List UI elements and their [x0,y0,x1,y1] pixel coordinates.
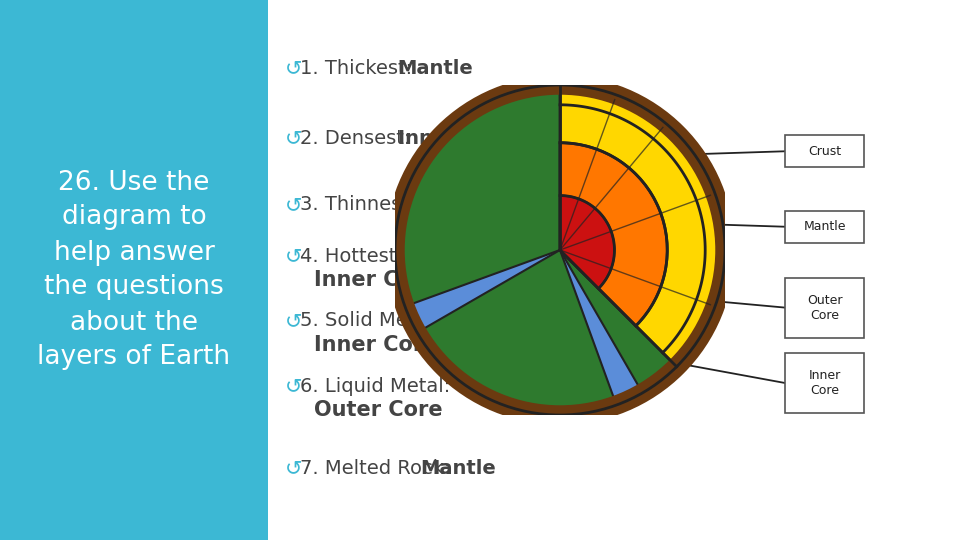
Text: ↺: ↺ [285,458,302,478]
Text: ↺: ↺ [285,195,302,215]
Text: 3. Thinnest:: 3. Thinnest: [300,195,428,214]
Text: Crust: Crust [808,145,841,158]
Text: Inner Core: Inner Core [314,335,438,355]
Polygon shape [0,0,268,540]
Text: ↺: ↺ [285,246,302,266]
Text: 5. Solid Metal Bal: 5. Solid Metal Bal [300,312,469,330]
Wedge shape [421,250,614,410]
FancyBboxPatch shape [785,278,864,338]
Text: Inner
Core: Inner Core [808,369,841,397]
Circle shape [395,85,725,415]
Text: Outer
Core: Outer Core [807,294,843,322]
Text: 2. Densest:: 2. Densest: [300,129,422,147]
Text: ↺: ↺ [285,311,302,331]
Text: ↺: ↺ [285,58,302,78]
FancyBboxPatch shape [785,353,864,414]
Text: Mantle: Mantle [804,220,846,233]
Text: 26. Use the
diagram to
help answer
the questions
about the
layers of Earth: 26. Use the diagram to help answer the q… [37,170,230,370]
Text: 6. Liquid Metal:: 6. Liquid Metal: [300,376,450,395]
Text: Inner core: Inner core [397,129,511,147]
FancyBboxPatch shape [785,135,864,167]
Wedge shape [560,143,667,326]
Text: Mantle: Mantle [397,58,473,78]
Text: Inner Core: Inner Core [314,270,438,290]
Text: ↺: ↺ [285,128,302,148]
Text: Crus: Crus [405,195,454,214]
Text: Mantle: Mantle [420,458,495,477]
Text: ↺: ↺ [285,376,302,396]
Wedge shape [560,250,714,389]
Wedge shape [400,90,560,305]
Text: 7. Melted Rock:: 7. Melted Rock: [300,458,457,477]
Wedge shape [560,195,614,288]
Text: 4. Hottest:: 4. Hottest: [300,246,403,266]
Text: Outer Core: Outer Core [314,400,443,420]
Text: 1. Thickest:: 1. Thickest: [300,58,419,78]
FancyBboxPatch shape [785,211,864,243]
Wedge shape [560,90,720,363]
